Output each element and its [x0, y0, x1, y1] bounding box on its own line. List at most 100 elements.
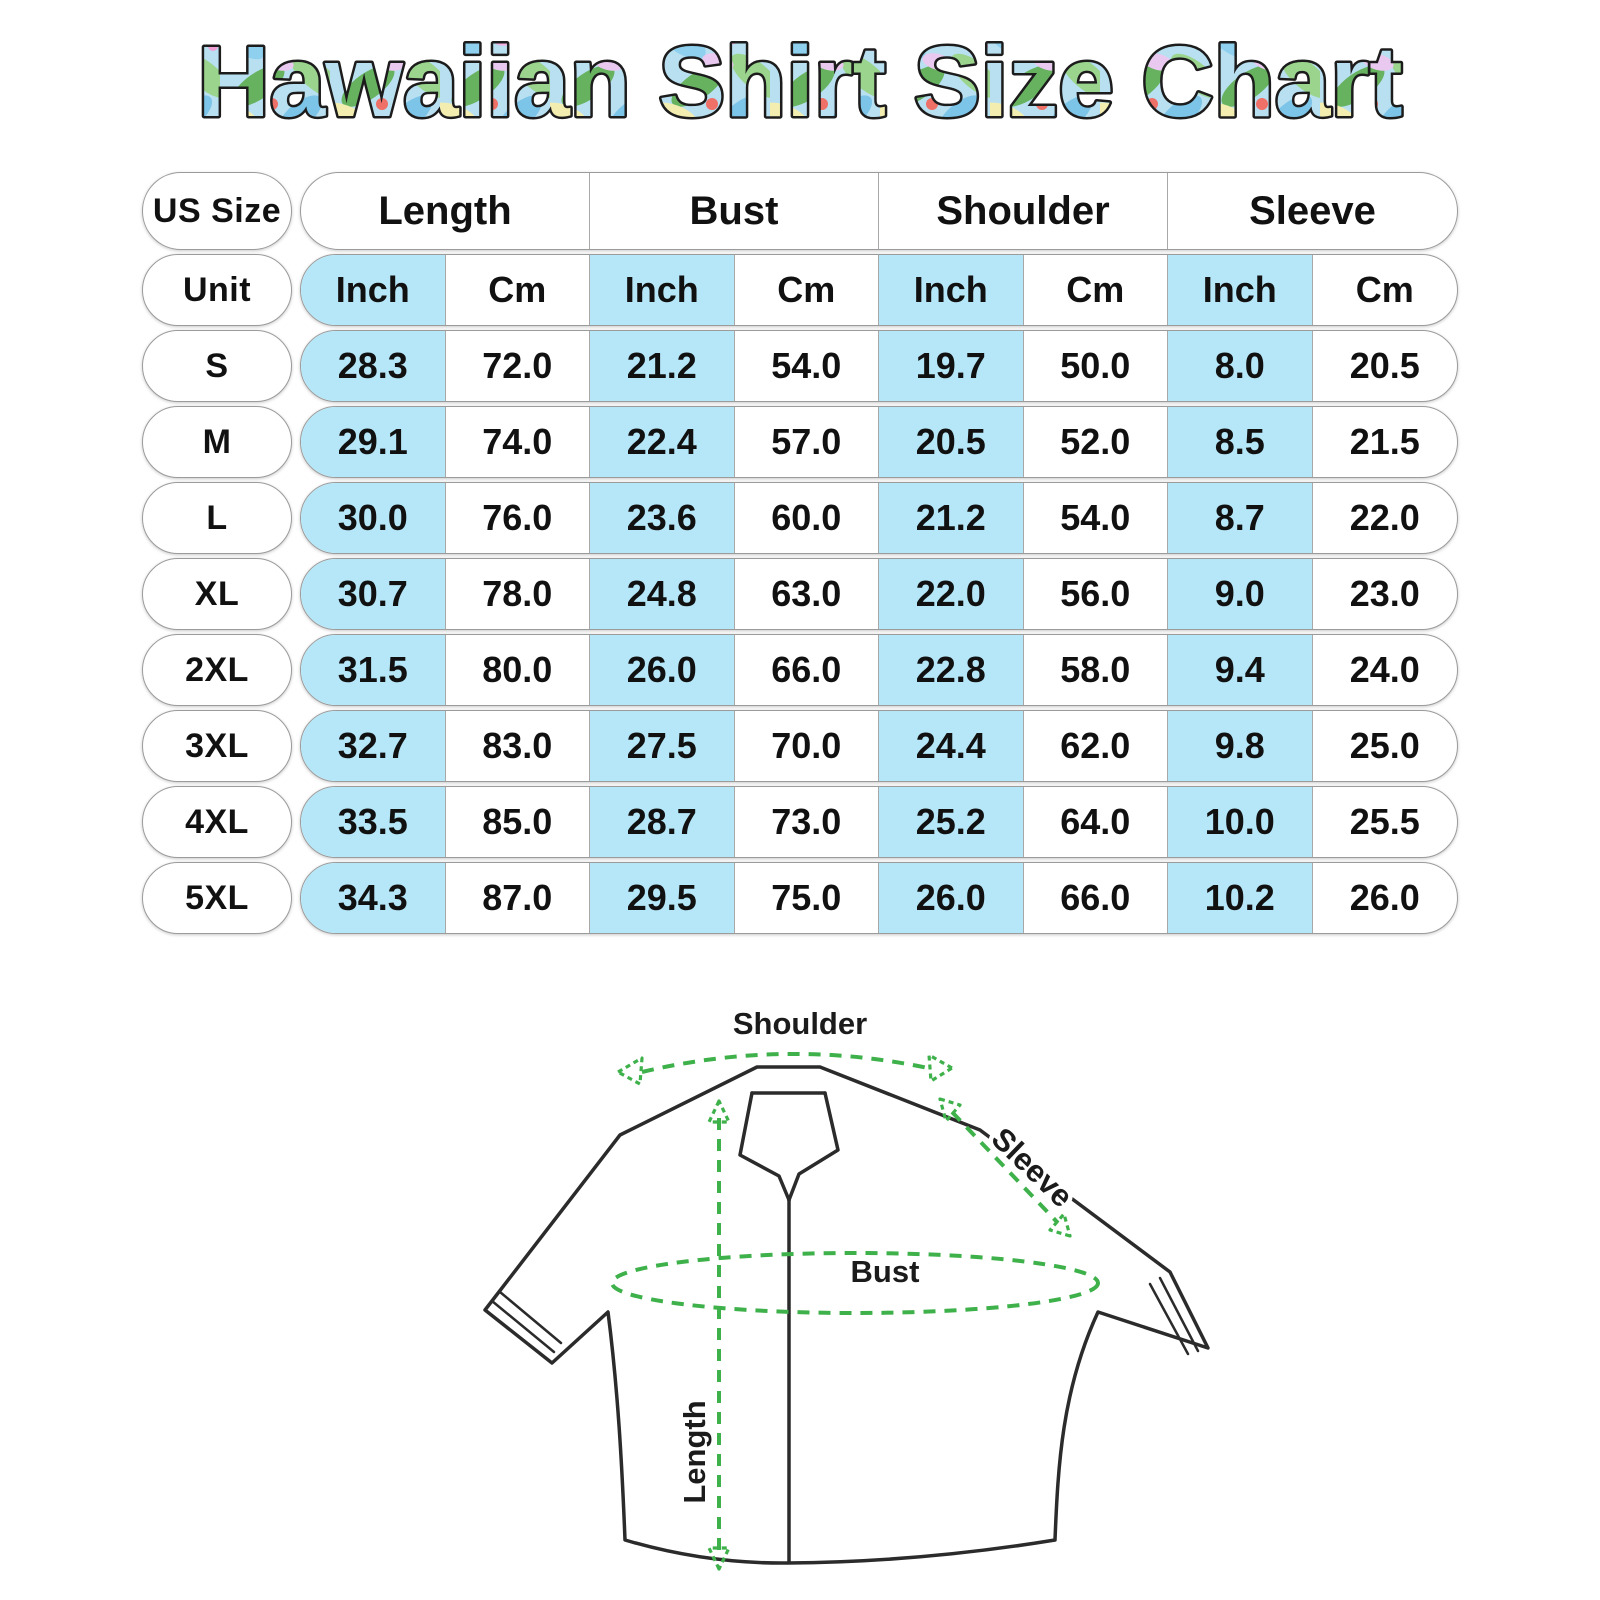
- size-chart-table: US Size Length Bust Shoulder Sleeve Unit Inch C…: [142, 172, 1458, 934]
- value-row-pill: 29.1 74.0 22.4 57.0 20.5 52.0 8.5 21.5: [300, 406, 1458, 478]
- value-cell: 56.0: [1024, 559, 1168, 629]
- size-cell: L: [142, 482, 292, 554]
- value-cell: 83.0: [446, 711, 590, 781]
- value-cell: 60.0: [735, 483, 879, 553]
- value-cell: 62.0: [1024, 711, 1168, 781]
- value-cell: 24.0: [1349, 649, 1420, 690]
- unit-header-cell: Inch: [879, 255, 1024, 325]
- value-cell: 22.0: [1349, 497, 1420, 538]
- value-cell: 22.8: [879, 635, 1024, 705]
- value-cell: 29.1: [301, 407, 446, 477]
- table-row: 4XL 33.5 85.0 28.7 73.0 25.2 64.0 10.0 25.5: [142, 786, 1458, 858]
- table-row: US Size Length Bust Shoulder Sleeve: [142, 172, 1458, 250]
- value-cell: 31.5: [301, 635, 446, 705]
- value-cell: 19.7: [879, 331, 1024, 401]
- value-cell: 33.5: [301, 787, 446, 857]
- value-cell: 66.0: [735, 635, 879, 705]
- value-cell: 70.0: [735, 711, 879, 781]
- value-cell: 28.7: [590, 787, 735, 857]
- table-row: S 28.3 72.0 21.2 54.0 19.7 50.0 8.0 20.5: [142, 330, 1458, 402]
- diagram-block: Shoulder Sleeve Bust Length: [0, 960, 1600, 1600]
- unit-header-cell: Cm: [446, 255, 590, 325]
- value-cell: 57.0: [735, 407, 879, 477]
- right-cuff-lines: [1148, 1276, 1200, 1356]
- shoulder-arrow-left: [616, 1056, 644, 1086]
- value-cell: 66.0: [1024, 863, 1168, 933]
- value-cell: 8.5: [1168, 407, 1313, 477]
- collar-left-wing: [738, 1091, 791, 1202]
- unit-header-cell: Cm: [1355, 269, 1414, 310]
- title-art: Hawaiian Shirt Size Chart: [195, 24, 1405, 141]
- value-cell: 87.0: [446, 863, 590, 933]
- value-cell: 21.2: [590, 331, 735, 401]
- value-cell: 85.0: [446, 787, 590, 857]
- value-cell: 26.0: [1349, 877, 1420, 918]
- value-cell: 8.7: [1168, 483, 1313, 553]
- value-cell: 24.8: [590, 559, 735, 629]
- sleeve-arrow-bottom: [1048, 1212, 1072, 1238]
- value-row-pill: 30.7 78.0 24.8 63.0 22.0 56.0 9.0 23.0: [300, 558, 1458, 630]
- unit-header-cell: Inch: [590, 255, 735, 325]
- value-cell: 74.0: [446, 407, 590, 477]
- corner-cell-us-size: US Size: [142, 172, 292, 250]
- value-cell: 22.0: [879, 559, 1024, 629]
- value-cell: 23.6: [590, 483, 735, 553]
- size-cell: 5XL: [142, 862, 292, 934]
- group-header-cell: Bust: [590, 173, 879, 249]
- value-cell: 9.0: [1168, 559, 1313, 629]
- value-cell: 20.5: [879, 407, 1024, 477]
- value-cell: 64.0: [1024, 787, 1168, 857]
- value-cell: 30.0: [301, 483, 446, 553]
- length-arrow-bottom: [707, 1546, 731, 1571]
- size-cell: XL: [142, 558, 292, 630]
- value-row-pill: 32.7 83.0 27.5 70.0 24.4 62.0 9.8 25.0: [300, 710, 1458, 782]
- group-header-cell: Shoulder: [879, 173, 1168, 249]
- group-header-cell: Sleeve: [1249, 188, 1376, 233]
- size-cell: S: [142, 330, 292, 402]
- value-row-pill: 28.3 72.0 21.2 54.0 19.7 50.0 8.0 20.5: [300, 330, 1458, 402]
- value-cell: 34.3: [301, 863, 446, 933]
- value-cell: 54.0: [1024, 483, 1168, 553]
- size-cell: M: [142, 406, 292, 478]
- left-cuff-lines: [490, 1290, 563, 1354]
- value-cell: 9.8: [1168, 711, 1313, 781]
- label-length: Length: [677, 1400, 712, 1503]
- sleeve-measure-line: [950, 1110, 1060, 1225]
- value-cell: 8.0: [1168, 331, 1313, 401]
- label-shoulder: Shoulder: [733, 1006, 867, 1041]
- value-row-pill: 34.3 87.0 29.5 75.0 26.0 66.0 10.2 26.0: [300, 862, 1458, 934]
- value-cell: 54.0: [735, 331, 879, 401]
- value-cell: 25.2: [879, 787, 1024, 857]
- value-cell: 25.0: [1349, 725, 1420, 766]
- value-cell: 78.0: [446, 559, 590, 629]
- value-cell: 63.0: [735, 559, 879, 629]
- value-cell: 29.5: [590, 863, 735, 933]
- value-cell: 20.5: [1349, 345, 1420, 386]
- table-row: L 30.0 76.0 23.6 60.0 21.2 54.0 8.7 22.0: [142, 482, 1458, 554]
- page-title: Hawaiian Shirt Size Chart: [198, 26, 1403, 138]
- value-cell: 52.0: [1024, 407, 1168, 477]
- unit-row-pill: Inch Cm Inch Cm Inch Cm Inch Cm: [300, 254, 1458, 326]
- value-cell: 75.0: [735, 863, 879, 933]
- bust-measure-line: [610, 1251, 1100, 1315]
- table-row: 2XL 31.5 80.0 26.0 66.0 22.8 58.0 9.4 24.0: [142, 634, 1458, 706]
- value-cell: 76.0: [446, 483, 590, 553]
- table-row: 5XL 34.3 87.0 29.5 75.0 26.0 66.0 10.2 26.0: [142, 862, 1458, 934]
- value-cell: 50.0: [1024, 331, 1168, 401]
- title-block: Hawaiian Shirt Size Chart: [0, 14, 1600, 152]
- unit-header-cell: Cm: [1024, 255, 1168, 325]
- unit-header-cell: Inch: [1168, 255, 1313, 325]
- value-cell: 10.0: [1168, 787, 1313, 857]
- value-cell: 23.0: [1349, 573, 1420, 614]
- value-cell: 24.4: [879, 711, 1024, 781]
- value-row-pill: 31.5 80.0 26.0 66.0 22.8 58.0 9.4 24.0: [300, 634, 1458, 706]
- value-row-pill: 33.5 85.0 28.7 73.0 25.2 64.0 10.0 25.5: [300, 786, 1458, 858]
- size-cell: 2XL: [142, 634, 292, 706]
- value-cell: 32.7: [301, 711, 446, 781]
- shirt-diagram: Shoulder Sleeve Bust Length: [483, 1002, 1210, 1571]
- header-group-pill: Length Bust Shoulder Sleeve: [300, 172, 1458, 250]
- value-cell: 28.3: [301, 331, 446, 401]
- size-cell: 3XL: [142, 710, 292, 782]
- unit-header-cell: Cm: [735, 255, 879, 325]
